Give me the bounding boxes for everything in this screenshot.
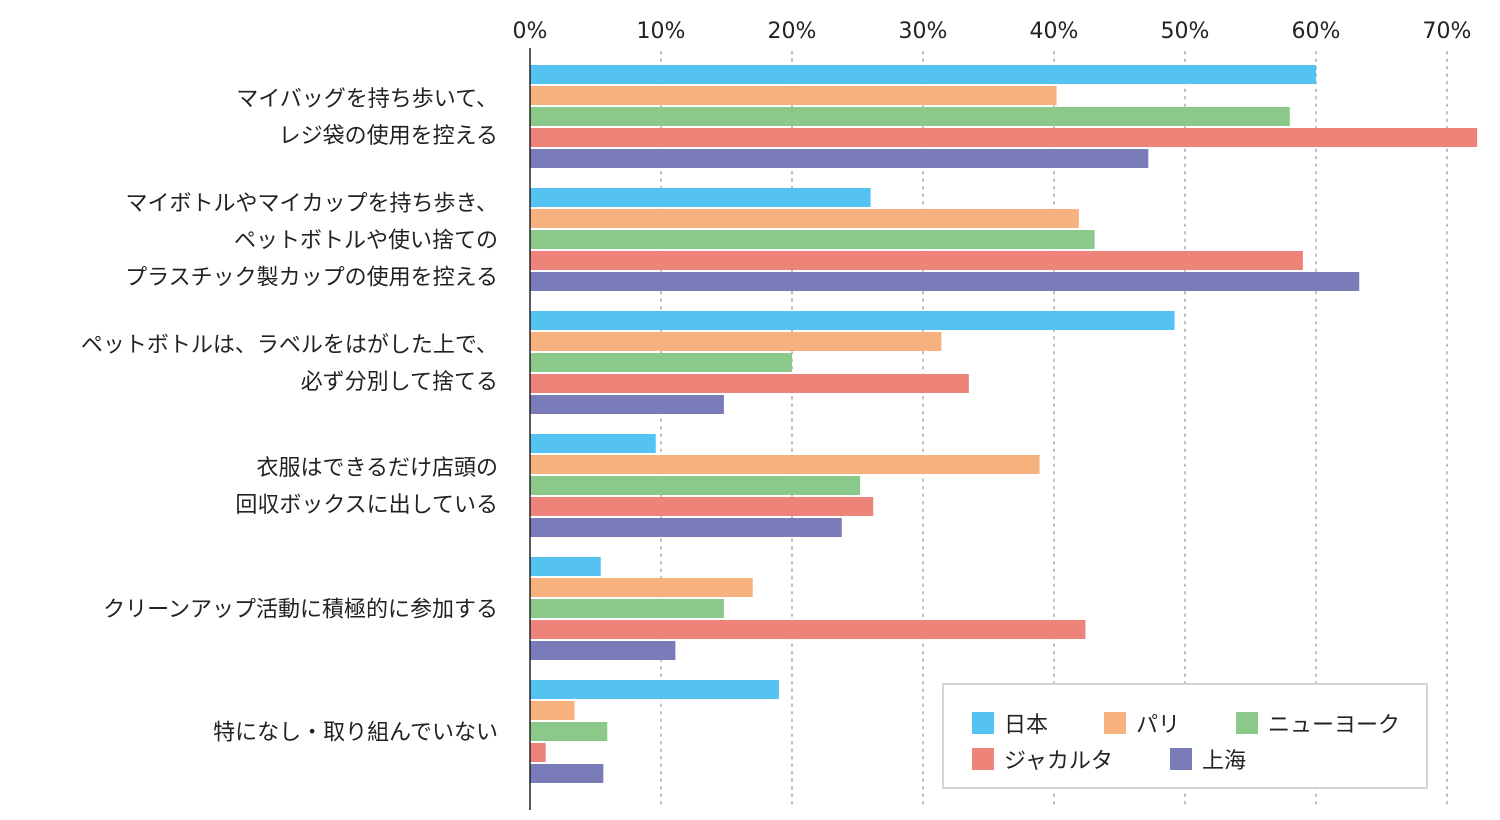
bar-2-2 — [530, 353, 792, 372]
legend-swatch — [972, 712, 994, 734]
legend-label: 日本 — [1004, 713, 1049, 738]
bar-4-1 — [530, 272, 1360, 291]
bar-4-0 — [530, 149, 1149, 168]
bar-4-2 — [530, 395, 724, 414]
x-tick-label: 40% — [1030, 19, 1079, 44]
bar-0-3 — [530, 434, 656, 453]
legend-item: ニューヨーク — [1236, 707, 1400, 739]
bar-2-3 — [530, 476, 861, 495]
bar-2-1 — [530, 230, 1095, 249]
bar-0-1 — [530, 188, 871, 207]
category-label: プラスチック製カップの使用を控える — [125, 266, 498, 291]
legend-item: パリ — [1104, 707, 1180, 739]
x-axis-tick-labels: 0% 10% 20% 30% 40% 50% 60% 70% — [513, 19, 1472, 44]
category-label: 特になし・取り組んでいない — [213, 721, 498, 746]
category-label: クリーンアップ活動に積極的に参加する — [103, 598, 498, 623]
category-label: 回収ボックスに出している — [235, 493, 498, 518]
bar-3-5 — [530, 743, 546, 762]
legend-item: ジャカルタ — [972, 743, 1113, 775]
category-labels: マイバッグを持ち歩いて、レジ袋の使用を控えるマイボトルやマイカップを持ち歩き、ペ… — [81, 87, 498, 746]
category-label: ペットボトルは、ラベルをはがした上で、 — [81, 333, 498, 358]
bar-1-1 — [530, 209, 1079, 228]
bar-3-0 — [530, 128, 1478, 147]
legend-label: 上海 — [1202, 749, 1247, 774]
bar-4-4 — [530, 641, 676, 660]
bar-0-0 — [530, 65, 1316, 84]
bar-2-4 — [530, 599, 724, 618]
legend-label: ジャカルタ — [1004, 749, 1113, 774]
legend-item: 日本 — [972, 707, 1048, 739]
legend-swatch — [1104, 712, 1126, 734]
bar-3-3 — [530, 497, 874, 516]
bar-0-5 — [530, 680, 779, 699]
legend-swatch — [1170, 748, 1192, 770]
x-tick-label: 0% — [513, 19, 548, 44]
bar-3-2 — [530, 374, 969, 393]
x-tick-label: 50% — [1161, 19, 1210, 44]
bars — [530, 65, 1478, 783]
category-label: レジ袋の使用を控える — [279, 124, 498, 149]
x-tick-label: 30% — [899, 19, 948, 44]
bar-1-4 — [530, 578, 753, 597]
category-label: ペットボトルや使い捨ての — [234, 229, 498, 254]
category-label: マイボトルやマイカップを持ち歩き、 — [126, 192, 498, 217]
bar-2-5 — [530, 722, 608, 741]
x-tick-label: 70% — [1423, 19, 1472, 44]
bar-4-5 — [530, 764, 604, 783]
legend: 日本 パリ ニューヨークジャカルタ 上海 — [942, 683, 1428, 789]
bar-2-0 — [530, 107, 1290, 126]
bar-4-3 — [530, 518, 842, 537]
bar-3-1 — [530, 251, 1303, 270]
bar-1-2 — [530, 332, 942, 351]
legend-label: パリ — [1136, 713, 1181, 738]
x-tick-label: 60% — [1292, 19, 1341, 44]
legend-swatch — [1236, 712, 1258, 734]
bar-3-4 — [530, 620, 1086, 639]
category-label: 必ず分別して捨てる — [301, 370, 498, 395]
category-label: 衣服はできるだけ店頭の — [256, 456, 498, 481]
bar-1-0 — [530, 86, 1057, 105]
bar-1-3 — [530, 455, 1040, 474]
category-label: マイバッグを持ち歩いて、 — [236, 87, 498, 112]
legend-label: ニューヨーク — [1268, 713, 1401, 738]
bar-1-5 — [530, 701, 575, 720]
bar-0-2 — [530, 311, 1175, 330]
legend-item: 上海 — [1170, 743, 1246, 775]
legend-swatch — [972, 748, 994, 770]
bar-0-4 — [530, 557, 601, 576]
x-tick-label: 20% — [768, 19, 817, 44]
x-tick-label: 10% — [637, 19, 686, 44]
